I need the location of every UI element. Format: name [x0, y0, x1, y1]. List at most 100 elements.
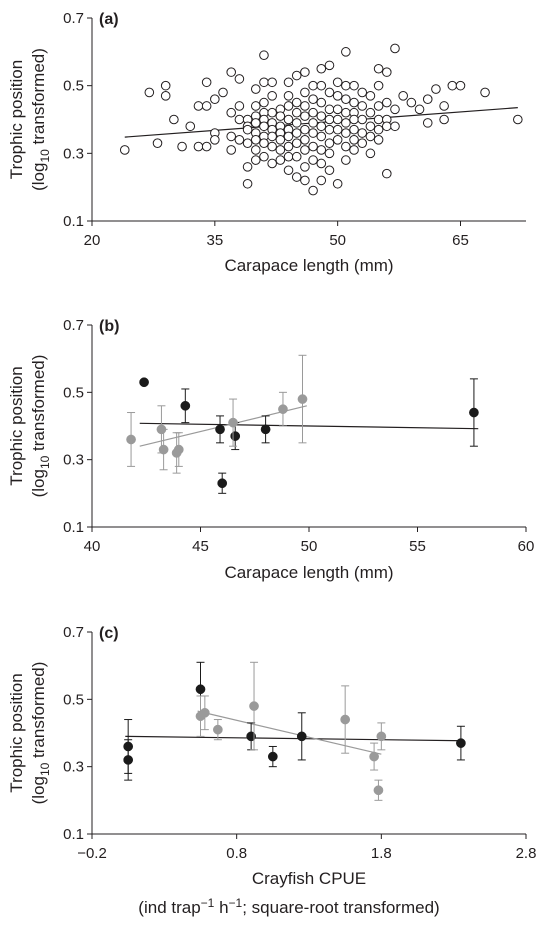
data-point [267, 77, 277, 88]
data-point [365, 121, 376, 132]
data-point [119, 145, 130, 155]
data-point [324, 124, 335, 135]
data-point [365, 91, 376, 101]
trend-line [197, 710, 382, 755]
data-point [369, 751, 379, 762]
data-point [249, 701, 259, 711]
data-point [373, 124, 384, 135]
data-point [250, 155, 261, 165]
data-point [381, 67, 392, 77]
data-point [480, 87, 490, 98]
data-point [308, 185, 318, 196]
data-point [275, 145, 286, 155]
data-point [291, 172, 302, 182]
x-tick-label: 50 [301, 538, 318, 555]
data-point [381, 168, 392, 179]
data-point [275, 155, 286, 165]
data-point [308, 107, 318, 118]
data-point [158, 444, 169, 455]
data-point [316, 158, 327, 169]
data-point [308, 80, 318, 91]
data-point [283, 101, 294, 111]
data-point [296, 731, 307, 742]
y-tick-label: 0.7 [63, 624, 84, 641]
data-point [324, 148, 335, 159]
data-point [300, 67, 310, 77]
data-point [218, 87, 228, 98]
data-point [300, 175, 310, 186]
data-point [349, 124, 359, 135]
data-point [308, 141, 318, 152]
data-point [422, 118, 433, 128]
y-tick-label: 0.3 [63, 759, 84, 776]
x-tick-label: 35 [206, 232, 223, 249]
panel-label: (c) [99, 625, 119, 642]
data-point [260, 424, 271, 435]
data-point [349, 135, 359, 145]
data-point [210, 135, 220, 145]
data-point [234, 135, 245, 145]
data-point [349, 145, 359, 155]
data-point [267, 107, 277, 118]
x-axis-title-line2: (ind trap−1 h−1; square-root transformed… [138, 896, 439, 917]
y-axis-title-line2: (log10 transformed) [29, 355, 52, 498]
data-point [365, 131, 376, 142]
x-axis-title: Carapace length (mm) [224, 563, 393, 582]
data-point [447, 80, 458, 91]
data-point [365, 107, 376, 118]
data-point [226, 107, 237, 118]
data-point [373, 80, 384, 91]
data-point [349, 97, 359, 108]
data-point [357, 138, 368, 148]
x-tick-label: 50 [329, 232, 346, 249]
y-axis-title-line2: (log10 transformed) [29, 48, 52, 191]
data-point [259, 151, 269, 162]
data-point [226, 67, 237, 77]
y-tick-label: 0.7 [63, 10, 84, 27]
data-point [193, 101, 204, 111]
data-point [242, 138, 253, 148]
data-point [226, 131, 237, 142]
data-point [126, 434, 136, 445]
panel-label: (b) [99, 318, 119, 335]
data-point [215, 424, 225, 435]
x-tick-label: 0.8 [226, 845, 247, 862]
data-point [267, 141, 277, 152]
data-point [398, 91, 408, 101]
data-point [341, 141, 351, 152]
data-point [357, 101, 368, 111]
data-point [213, 724, 223, 735]
data-point [332, 114, 343, 125]
data-point [357, 87, 368, 98]
data-point [210, 94, 220, 104]
data-point [316, 97, 327, 108]
data-point [283, 91, 294, 101]
data-point [173, 444, 184, 455]
y-axis-title-line1: Trophic position [7, 60, 26, 179]
data-point [300, 111, 310, 121]
panel-c: 0.1 0.3 0.5 0.7 −0.2 0.8 1.8 2.8 (c) Trophic posi… [7, 624, 536, 917]
panel-label: (a) [99, 11, 119, 28]
data-point [199, 707, 210, 718]
trend-line [139, 422, 479, 430]
data-point [373, 114, 384, 125]
x-tick-label: 45 [192, 538, 209, 555]
data-point [242, 124, 253, 135]
data-point [340, 714, 351, 725]
x-tick-label: −0.2 [77, 845, 107, 862]
data-point [291, 70, 302, 81]
data-point [357, 114, 368, 125]
data-point [390, 43, 400, 54]
x-tick-label: 1.8 [371, 845, 392, 862]
y-axis-title-line1: Trophic position [7, 366, 26, 485]
panel-a: 0.1 0.3 0.5 0.7 20 35 50 65 (a) Trophic position(… [7, 10, 526, 275]
data-point [226, 145, 237, 155]
data-point [439, 101, 449, 111]
data-point [341, 155, 351, 165]
data-point [139, 377, 149, 388]
data-point [160, 80, 171, 91]
x-tick-label: 60 [518, 538, 535, 555]
data-point [300, 101, 310, 111]
data-point [316, 145, 327, 155]
